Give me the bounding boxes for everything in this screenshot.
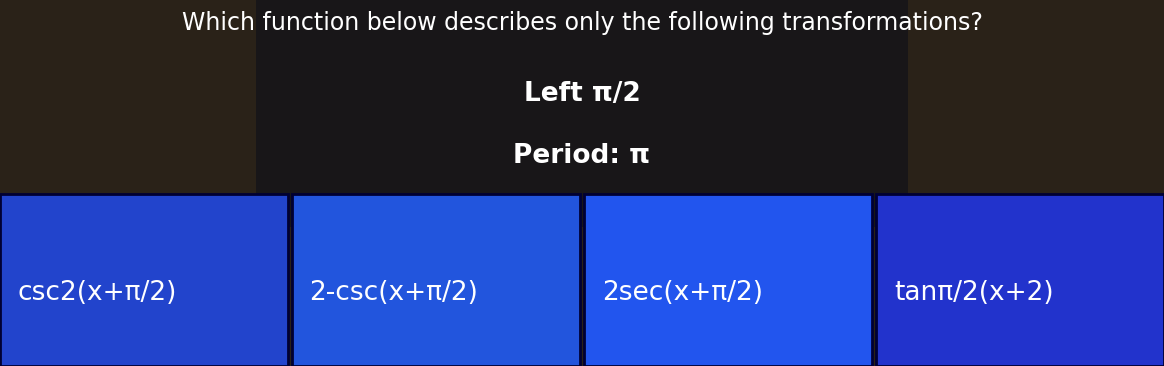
Text: 2-csc(x+π/2): 2-csc(x+π/2) xyxy=(310,280,478,306)
FancyBboxPatch shape xyxy=(584,194,872,366)
Text: Left π/2: Left π/2 xyxy=(524,81,640,107)
Text: Period: π: Period: π xyxy=(513,143,651,169)
Text: tanπ/2(x+2): tanπ/2(x+2) xyxy=(894,280,1053,306)
FancyBboxPatch shape xyxy=(876,194,1164,366)
Text: Which function below describes only the following transformations?: Which function below describes only the … xyxy=(182,11,982,35)
Text: csc2(x+π/2): csc2(x+π/2) xyxy=(17,280,177,306)
FancyBboxPatch shape xyxy=(256,0,908,227)
FancyBboxPatch shape xyxy=(0,194,288,366)
FancyBboxPatch shape xyxy=(292,194,580,366)
Text: 2sec(x+π/2): 2sec(x+π/2) xyxy=(602,280,762,306)
